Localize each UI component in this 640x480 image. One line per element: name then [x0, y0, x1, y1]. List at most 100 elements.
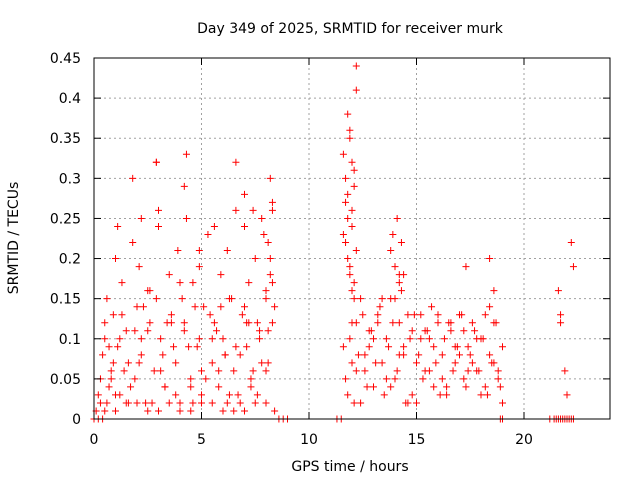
data-point: [187, 407, 195, 415]
data-point: [180, 319, 188, 327]
data-point: [155, 222, 162, 230]
data-point: [458, 311, 466, 319]
data-point: [268, 279, 276, 287]
data-point: [499, 343, 506, 351]
data-point: [481, 311, 489, 319]
data-point: [198, 391, 205, 399]
data-point: [185, 343, 193, 351]
data-point: [475, 367, 483, 375]
data-point: [494, 367, 502, 375]
data-point: [262, 295, 270, 303]
data-point: [350, 166, 358, 174]
data-point: [245, 319, 253, 327]
data-point: [187, 375, 195, 383]
data-point: [107, 375, 115, 383]
data-point: [200, 303, 208, 311]
data-point: [413, 399, 420, 407]
data-point: [402, 399, 410, 407]
data-point: [486, 255, 494, 263]
x-tick-label: 0: [90, 432, 99, 448]
data-point: [264, 327, 272, 335]
data-point: [350, 399, 358, 407]
data-point: [150, 367, 158, 375]
data-point: [232, 158, 240, 166]
data-point: [460, 327, 468, 335]
data-point: [94, 391, 102, 399]
data-point: [198, 367, 205, 375]
data-point: [172, 391, 180, 399]
data-point: [404, 311, 412, 319]
data-point: [421, 327, 429, 335]
data-point: [466, 351, 474, 359]
data-point: [191, 303, 199, 311]
data-point: [400, 343, 408, 351]
data-point: [561, 367, 569, 375]
data-point: [425, 367, 433, 375]
data-point: [180, 182, 188, 190]
data-point: [271, 407, 279, 415]
data-point: [187, 383, 195, 391]
data-point: [440, 335, 448, 343]
x-axis-label: GPS time / hours: [291, 459, 408, 475]
data-point: [264, 239, 272, 247]
data-point: [103, 295, 111, 303]
data-point: [352, 86, 360, 94]
data-point: [479, 335, 487, 343]
data-point: [120, 367, 128, 375]
x-tick-label: 20: [515, 432, 533, 448]
data-point: [389, 319, 397, 327]
data-point: [486, 303, 494, 311]
data-point: [230, 407, 238, 415]
data-point: [135, 359, 143, 367]
data-point: [344, 214, 352, 222]
x-tick-label: 5: [197, 432, 206, 448]
data-point: [443, 391, 451, 399]
data-point: [112, 255, 119, 263]
data-point: [182, 150, 190, 158]
data-point: [395, 351, 403, 359]
data-point: [344, 110, 352, 118]
data-point: [195, 247, 203, 255]
data-point: [342, 198, 350, 206]
y-tick-label: 0.2: [59, 252, 81, 268]
data-point: [393, 367, 401, 375]
data-point: [210, 319, 218, 327]
data-point: [378, 295, 386, 303]
data-point: [395, 271, 403, 279]
data-point: [253, 319, 261, 327]
data-point: [481, 383, 489, 391]
data-point: [133, 303, 141, 311]
data-point: [247, 375, 255, 383]
data-point: [567, 239, 575, 247]
y-tick-label: 0.4: [59, 91, 81, 107]
data-point: [129, 239, 137, 247]
data-point: [408, 327, 416, 335]
y-axis-label: SRMTID / TECUs: [6, 182, 22, 295]
data-point: [118, 279, 126, 287]
data-point: [210, 222, 218, 230]
data-point: [219, 335, 227, 343]
data-point: [464, 343, 472, 351]
data-point: [456, 351, 463, 359]
data-point: [397, 287, 405, 295]
data-point: [262, 287, 270, 295]
data-point: [344, 190, 352, 198]
data-point: [251, 255, 259, 263]
data-point: [178, 295, 186, 303]
x-tick-label: 10: [300, 432, 318, 448]
data-point: [189, 399, 197, 407]
data-point: [262, 399, 270, 407]
data-point: [376, 303, 384, 311]
data-point: [161, 383, 169, 391]
data-point: [170, 343, 178, 351]
data-point: [232, 206, 240, 214]
data-point: [172, 359, 180, 367]
data-point: [468, 319, 476, 327]
data-point: [483, 391, 491, 399]
data-point: [468, 359, 476, 367]
data-point: [554, 287, 562, 295]
data-point: [146, 287, 154, 295]
data-point: [127, 383, 135, 391]
data-point: [234, 391, 242, 399]
data-point: [268, 319, 276, 327]
